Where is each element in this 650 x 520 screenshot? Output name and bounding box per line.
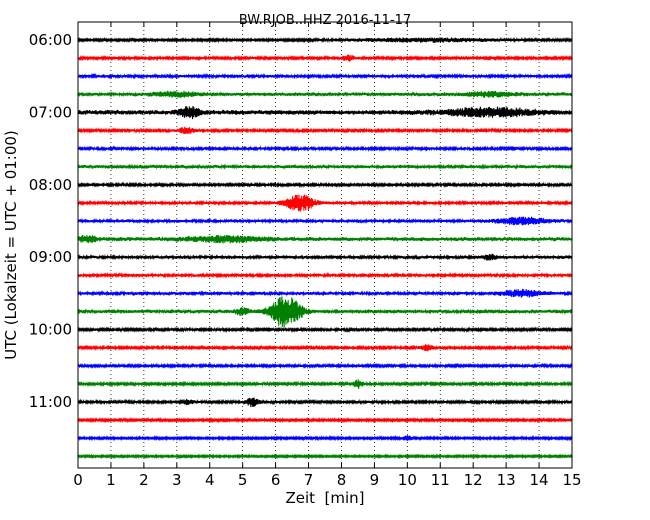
traces — [77, 36, 573, 460]
x-axis-label: Zeit [min] — [285, 489, 364, 507]
axis-ticks — [77, 22, 573, 468]
trace-0845 — [77, 234, 573, 244]
trace-0900 — [77, 253, 573, 261]
x-tick-label: 6 — [271, 471, 281, 489]
y-tick-label: 08:00 — [29, 176, 72, 194]
trace-0645 — [77, 90, 573, 99]
x-tick-label: 12 — [464, 471, 483, 489]
y-tick-label: 06:00 — [29, 31, 72, 49]
trace-0700 — [77, 105, 573, 120]
x-tick-label: 2 — [139, 471, 149, 489]
trace-0745 — [77, 163, 573, 170]
trace-0630 — [77, 72, 573, 80]
trace-1115 — [77, 416, 573, 424]
y-tick-labels: 06:00 07:00 08:00 09:00 10:00 11:00 — [29, 31, 72, 411]
y-axis-label: UTC (Lokalzeit = UTC + 01:00) — [2, 130, 20, 360]
trace-1045 — [77, 379, 573, 389]
trace-0730 — [77, 145, 573, 153]
trace-0815 — [77, 194, 573, 212]
x-tick-label: 11 — [431, 471, 450, 489]
x-tick-label: 10 — [398, 471, 417, 489]
x-tick-label: 14 — [530, 471, 549, 489]
x-tick-label: 4 — [205, 471, 215, 489]
trace-0830 — [77, 216, 573, 226]
trace-1000 — [77, 326, 573, 334]
y-tick-label: 10:00 — [29, 321, 72, 339]
trace-0615 — [77, 54, 573, 62]
y-tick-label: 07:00 — [29, 103, 72, 121]
trace-1015 — [77, 344, 573, 352]
x-tick-label: 13 — [497, 471, 516, 489]
trace-1030 — [77, 362, 573, 370]
x-tick-label: 15 — [562, 471, 581, 489]
trace-1145 — [77, 453, 573, 460]
y-tick-label: 11:00 — [29, 393, 72, 411]
x-tick-label: 5 — [238, 471, 248, 489]
x-tick-label: 0 — [73, 471, 83, 489]
plot-frame — [77, 21, 573, 469]
x-tick-label: 7 — [304, 471, 314, 489]
chart-title: BW.RJOB..HHZ 2016-11-17 — [239, 13, 411, 28]
trace-0800 — [77, 181, 573, 189]
trace-0915 — [77, 271, 573, 279]
x-tick-label: 3 — [172, 471, 182, 489]
trace-0945 — [77, 296, 573, 328]
y-tick-label: 09:00 — [29, 248, 72, 266]
trace-1100 — [77, 397, 573, 408]
x-tick-label: 9 — [370, 471, 380, 489]
trace-1130 — [77, 434, 573, 442]
trace-0715 — [77, 126, 573, 134]
x-tick-label: 8 — [337, 471, 347, 489]
x-tick-labels: 0 1 2 3 4 5 6 7 8 9 10 11 12 13 14 15 — [73, 471, 581, 489]
trace-0930 — [77, 288, 573, 298]
trace-0600 — [77, 36, 573, 44]
x-tick-label: 1 — [106, 471, 116, 489]
